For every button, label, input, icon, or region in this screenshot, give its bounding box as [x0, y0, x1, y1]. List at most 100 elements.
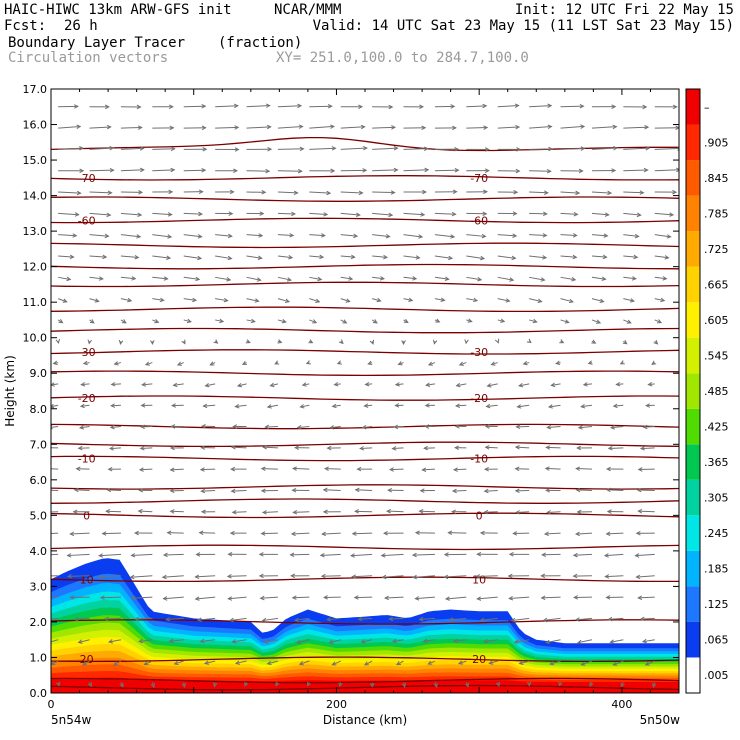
wind-vector	[352, 575, 373, 578]
wind-vector	[466, 276, 482, 281]
wind-vector	[372, 298, 381, 302]
wind-vector	[205, 383, 216, 387]
wind-vector-head	[380, 553, 386, 558]
wind-vector	[174, 660, 184, 665]
colorbar-label: .125	[704, 598, 729, 611]
wind-vector-head	[230, 488, 236, 494]
wind-vector-head	[107, 466, 113, 472]
wind-vector-head	[607, 616, 613, 622]
wind-vector-head	[514, 445, 520, 450]
wind-vector-head	[209, 361, 215, 366]
wind-vector-head	[609, 639, 615, 644]
wind-vector	[183, 234, 202, 238]
wind-vector-head	[363, 403, 369, 408]
wind-vector	[623, 169, 648, 172]
wind-vector-head	[376, 297, 382, 303]
contour-label: 20	[472, 653, 486, 666]
wind-vector	[309, 319, 317, 324]
wind-vector	[131, 553, 153, 556]
wind-vector-head	[226, 573, 232, 579]
wind-vector-head	[198, 530, 204, 536]
model-title: HAIC-HIWC 13km ARW-GFS init	[4, 2, 232, 18]
wind-vector	[120, 298, 132, 302]
circulation-vectors	[51, 103, 679, 689]
wind-vector-head	[636, 212, 642, 218]
wind-vector	[654, 276, 667, 280]
wind-vector	[309, 105, 332, 108]
wind-vector	[364, 660, 373, 666]
wind-vector-head	[454, 146, 460, 152]
wind-vector-head	[559, 339, 565, 344]
colorbar-label: .845	[704, 172, 729, 185]
contour-line	[51, 656, 679, 663]
wind-vector-head	[485, 403, 491, 409]
colorbar-swatch	[686, 586, 700, 622]
wind-vector-head	[260, 466, 266, 472]
wind-vector-head	[139, 146, 145, 151]
wind-vector-head	[234, 147, 240, 152]
wind-vector-head	[548, 146, 554, 152]
wind-vector-head	[363, 661, 369, 666]
wind-vector-head	[645, 145, 651, 151]
wind-vector-head	[490, 361, 496, 366]
wind-vector	[260, 596, 278, 599]
wind-vector-head	[573, 595, 579, 600]
wind-vector-head	[411, 552, 417, 558]
wind-vector-head	[77, 445, 83, 451]
contour-line	[51, 281, 679, 288]
wind-vector	[183, 298, 197, 301]
wind-vector	[81, 383, 90, 386]
wind-vector-head	[672, 104, 678, 110]
wind-vector	[635, 553, 655, 557]
wind-vector-head	[195, 276, 201, 282]
wind-vector-head	[542, 233, 548, 238]
wind-vector	[292, 596, 310, 599]
contour-line	[51, 484, 679, 490]
wind-vector-head	[486, 383, 492, 388]
colorbar-swatch	[686, 195, 700, 232]
wind-vector-head	[79, 168, 85, 173]
wind-vector-head	[572, 233, 578, 238]
wind-vector	[541, 596, 561, 599]
wind-vector	[454, 468, 467, 471]
axis-ticks: 0.0 1.0 2.0 3.0 4.0 5.0 6.0 7.0 8.0 9.0 10.0 11.0 12…	[23, 83, 680, 711]
wind-vector-head	[643, 167, 649, 173]
wind-vector-head	[383, 530, 388, 536]
wind-vector	[551, 383, 561, 386]
wind-vector	[291, 532, 310, 535]
wind-vector-head	[353, 233, 359, 239]
wind-vector-head	[578, 168, 584, 174]
wind-vector-head	[168, 638, 174, 644]
wind-vector-head	[427, 361, 433, 366]
wind-vector-head	[601, 276, 607, 281]
wind-vector	[576, 489, 592, 491]
wind-vector-head	[591, 339, 597, 344]
wind-vector-head	[424, 167, 430, 173]
colorbar-frame	[685, 88, 701, 694]
wind-vector-head	[452, 125, 457, 131]
wind-vector-head	[236, 383, 243, 388]
wind-vector-head	[626, 319, 632, 324]
wind-vector-head	[261, 190, 267, 195]
wind-vector-head	[642, 424, 648, 430]
contour-label: -70	[78, 172, 96, 185]
contour-label: 10	[80, 573, 94, 586]
wind-vector-head	[448, 255, 454, 261]
wind-vector-head	[452, 467, 458, 472]
wind-vector	[381, 553, 404, 557]
wind-vector	[419, 617, 435, 620]
wind-vector-head	[451, 211, 457, 217]
wind-vector-head	[150, 683, 155, 689]
wind-vector	[228, 596, 247, 600]
wind-vector-head	[395, 661, 401, 666]
wind-vector	[183, 276, 200, 280]
wind-vector-head	[259, 595, 265, 601]
wind-vector-head	[305, 360, 311, 365]
wind-vector-head	[657, 319, 663, 324]
wind-vector-head	[277, 339, 283, 344]
wind-vector-head	[170, 403, 177, 408]
contour-line	[51, 455, 679, 462]
wind-vector-head	[76, 190, 82, 196]
wind-vector-head	[609, 425, 615, 430]
wind-vector-head	[330, 124, 335, 129]
